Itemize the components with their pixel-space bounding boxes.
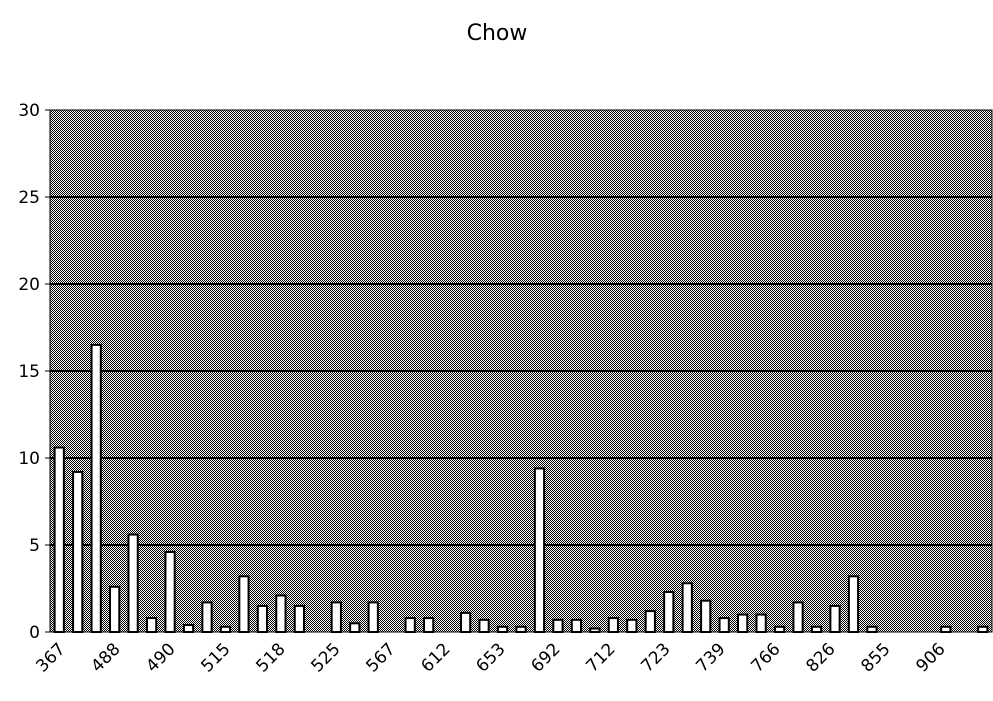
bar xyxy=(349,622,361,633)
chart-title: Chow xyxy=(467,21,528,46)
bar xyxy=(866,625,878,634)
bar xyxy=(53,446,65,633)
bar xyxy=(792,601,804,633)
x-tick-label: 826 xyxy=(802,639,839,676)
x-tick-label: 612 xyxy=(417,639,454,676)
bar xyxy=(201,601,213,633)
y-tick-label: 30 xyxy=(18,101,40,121)
bar xyxy=(940,625,952,634)
bar xyxy=(607,617,619,634)
bar xyxy=(182,624,195,633)
bar xyxy=(256,604,269,634)
y-tick-label: 10 xyxy=(18,449,40,469)
x-tick-label: 653 xyxy=(472,639,509,676)
bar xyxy=(293,604,305,634)
bar xyxy=(589,627,601,634)
bar xyxy=(367,601,379,633)
y-tick-label: 25 xyxy=(18,188,40,208)
bar xyxy=(718,617,730,634)
bar xyxy=(626,618,638,634)
x-tick-label: 525 xyxy=(307,639,344,676)
bar xyxy=(829,604,841,634)
bar xyxy=(663,590,675,633)
bar xyxy=(275,594,287,634)
x-tick-label: 567 xyxy=(362,639,399,676)
bar xyxy=(700,599,712,633)
bar xyxy=(847,575,860,634)
x-tick-label: 723 xyxy=(637,639,674,676)
x-tick-label: 906 xyxy=(912,639,949,676)
x-tick-label: 518 xyxy=(252,639,289,676)
bar xyxy=(330,601,342,633)
bar xyxy=(238,575,250,634)
bar xyxy=(127,533,139,633)
bar xyxy=(552,618,564,634)
y-tick-label: 20 xyxy=(18,275,40,295)
y-tick-label: 5 xyxy=(29,536,40,556)
bar xyxy=(977,625,989,634)
x-tick-label: 488 xyxy=(87,639,124,676)
bar xyxy=(533,467,546,633)
bar xyxy=(515,625,527,634)
bar xyxy=(570,618,583,634)
bar xyxy=(404,617,416,634)
x-tick-label: 855 xyxy=(857,639,894,676)
x-tick-label: 692 xyxy=(527,639,564,676)
bar xyxy=(459,611,472,633)
bar xyxy=(478,618,490,634)
bar xyxy=(496,625,509,634)
x-tick-label: 367 xyxy=(32,639,69,676)
x-tick-label: 739 xyxy=(692,639,729,676)
y-tick-label: 0 xyxy=(29,623,40,643)
bar xyxy=(773,625,786,634)
bar xyxy=(737,613,749,633)
bar xyxy=(681,582,693,634)
x-tick-label: 515 xyxy=(197,639,234,676)
bar xyxy=(810,625,823,634)
bar xyxy=(423,617,435,634)
bar xyxy=(90,343,102,633)
bar xyxy=(755,613,767,633)
x-tick-label: 712 xyxy=(582,639,619,676)
bar xyxy=(72,470,84,634)
bar xyxy=(219,625,232,634)
y-tick-label: 15 xyxy=(18,362,40,382)
bar xyxy=(109,585,121,634)
bar xyxy=(145,617,158,634)
x-tick-label: 490 xyxy=(142,639,179,676)
bar xyxy=(644,610,656,633)
bar xyxy=(164,550,176,634)
x-tick-label: 766 xyxy=(747,639,784,676)
